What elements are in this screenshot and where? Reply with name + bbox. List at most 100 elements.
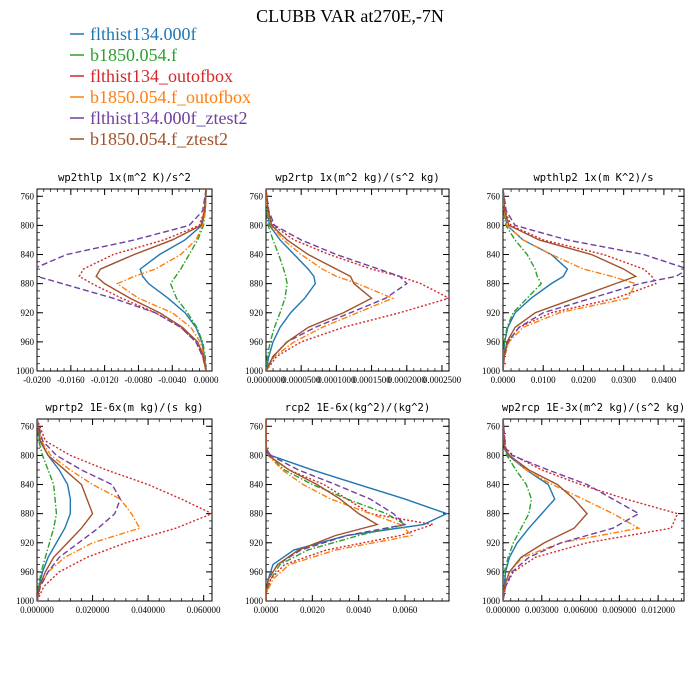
- y-tick-label: 1000: [245, 366, 264, 376]
- y-tick-label: 960: [250, 567, 264, 577]
- series-line: [266, 189, 373, 371]
- chart-panel: wpthlp2 1x(m K^2)/s 760 800 840 880 920 960 100…: [482, 172, 685, 385]
- series-line: [169, 189, 207, 371]
- series-line: [503, 419, 641, 601]
- y-tick-label: 1000: [482, 366, 501, 376]
- x-tick-label: 0.0400: [652, 375, 677, 385]
- y-tick-label: 880: [487, 509, 501, 519]
- x-tick-label: 0.0040: [346, 605, 371, 615]
- y-tick-label: 760: [21, 421, 35, 431]
- series-group: [266, 189, 449, 371]
- plot-frame: [502, 418, 685, 602]
- x-tick-label: 0.0060: [393, 605, 418, 615]
- plot-frame: [502, 188, 685, 372]
- panel-title: wpthlp2 1x(m K^2)/s: [533, 172, 653, 184]
- y-tick-label: 840: [21, 250, 35, 260]
- chart-panel: wprtp2 1E-6x(m kg)/(s kg) 760 800 840 880 920…: [16, 402, 221, 615]
- y-tick-label: 760: [487, 421, 501, 431]
- y-tick-label: 1000: [16, 366, 35, 376]
- y-tick-label: 760: [250, 421, 264, 431]
- y-tick-label: 920: [250, 308, 264, 318]
- y-tick-label: 800: [487, 450, 501, 460]
- y-tick-label: 960: [21, 567, 35, 577]
- series-line: [37, 419, 141, 601]
- plot-frame: [36, 188, 213, 372]
- y-tick-label: 840: [250, 480, 264, 490]
- x-tick-label: -0.0080: [125, 375, 153, 385]
- panel-title: wp2rcp 1E-3x(m^2 kg)/(s^2 kg): [502, 402, 685, 414]
- x-tick-label: 0.0001000: [317, 375, 356, 385]
- y-tick-label: 960: [250, 337, 264, 347]
- series-line: [37, 419, 58, 601]
- legend: flthist134.000fb1850.054.fflthist134_out…: [70, 24, 251, 149]
- y-tick-label: 800: [21, 450, 35, 460]
- series-group: [503, 419, 679, 601]
- y-tick-label: 840: [21, 480, 35, 490]
- plot-frame: [36, 418, 213, 602]
- x-tick-label: 0.0200: [571, 375, 596, 385]
- x-tick-label: 0.003000: [525, 605, 559, 615]
- x-tick-label: 0.020000: [76, 605, 110, 615]
- series-line: [503, 189, 543, 371]
- panel-title: rcp2 1E-6x(kg^2)/(kg^2): [285, 402, 430, 414]
- series-line: [266, 189, 449, 371]
- series-group: [37, 189, 207, 371]
- series-group: [37, 419, 212, 601]
- y-tick-label: 760: [487, 191, 501, 201]
- y-tick-label: 800: [487, 220, 501, 230]
- y-tick-label: 920: [487, 538, 501, 548]
- y-tick-label: 760: [21, 191, 35, 201]
- y-tick-label: 800: [21, 220, 35, 230]
- y-tick-label: 1000: [245, 596, 264, 606]
- series-line: [95, 189, 207, 371]
- x-tick-label: 0.0000: [194, 375, 219, 385]
- y-tick-label: 880: [250, 509, 264, 519]
- series-line: [503, 189, 638, 371]
- legend-label: b1850.054.f_ztest2: [90, 129, 228, 149]
- y-tick-label: 800: [250, 450, 264, 460]
- x-tick-label: 0.060000: [187, 605, 221, 615]
- y-tick-label: 960: [487, 337, 501, 347]
- panel-title: wprtp2 1E-6x(m kg)/(s kg): [45, 402, 203, 414]
- series-line: [266, 189, 395, 371]
- x-tick-label: -0.0200: [23, 375, 51, 385]
- series-line: [503, 419, 588, 601]
- x-tick-label: 0.0000000: [247, 375, 286, 385]
- x-tick-label: -0.0040: [158, 375, 186, 385]
- series-line: [503, 189, 637, 371]
- y-tick-label: 920: [21, 308, 35, 318]
- series-line: [37, 419, 94, 601]
- legend-label: flthist134.000f_ztest2: [90, 108, 247, 128]
- series-line: [266, 189, 317, 371]
- series-line: [266, 189, 288, 371]
- chart-panel: rcp2 1E-6x(kg^2)/(kg^2) 760 800 840 880 920 96…: [245, 402, 450, 615]
- x-tick-label: 0.009000: [602, 605, 636, 615]
- y-tick-label: 880: [21, 509, 35, 519]
- series-line: [503, 189, 657, 371]
- y-tick-label: 960: [487, 567, 501, 577]
- panel-title: wp2rtp 1x(m^2 kg)/(s^2 kg): [275, 172, 439, 184]
- y-tick-label: 1000: [16, 596, 35, 606]
- chart-panel: wp2thlp 1x(m^2 K)/s^2 760 800 840 880 920 960 1…: [16, 172, 219, 385]
- x-tick-label: 0.000000: [20, 605, 54, 615]
- series-line: [115, 189, 207, 371]
- chart-panel: wp2rcp 1E-3x(m^2 kg)/(s^2 kg)760 800 840 88…: [482, 402, 685, 615]
- y-tick-label: 800: [250, 220, 264, 230]
- figure-title: CLUBB VAR at270E,-7N: [256, 6, 444, 26]
- series-line: [37, 419, 212, 601]
- x-tick-label: 0.0002500: [423, 375, 462, 385]
- x-tick-label: 0.040000: [131, 605, 165, 615]
- x-tick-label: 0.0100: [531, 375, 556, 385]
- x-tick-label: 0.0020: [300, 605, 325, 615]
- y-tick-label: 760: [250, 191, 264, 201]
- y-tick-label: 920: [21, 538, 35, 548]
- y-tick-label: 920: [250, 538, 264, 548]
- panel-title: wp2thlp 1x(m^2 K)/s^2: [58, 172, 191, 184]
- y-tick-label: 840: [487, 250, 501, 260]
- series-line: [266, 419, 407, 601]
- series-group: [503, 189, 684, 371]
- x-tick-label: 0.0000: [254, 605, 279, 615]
- series-line: [37, 189, 207, 371]
- series-line: [139, 189, 207, 371]
